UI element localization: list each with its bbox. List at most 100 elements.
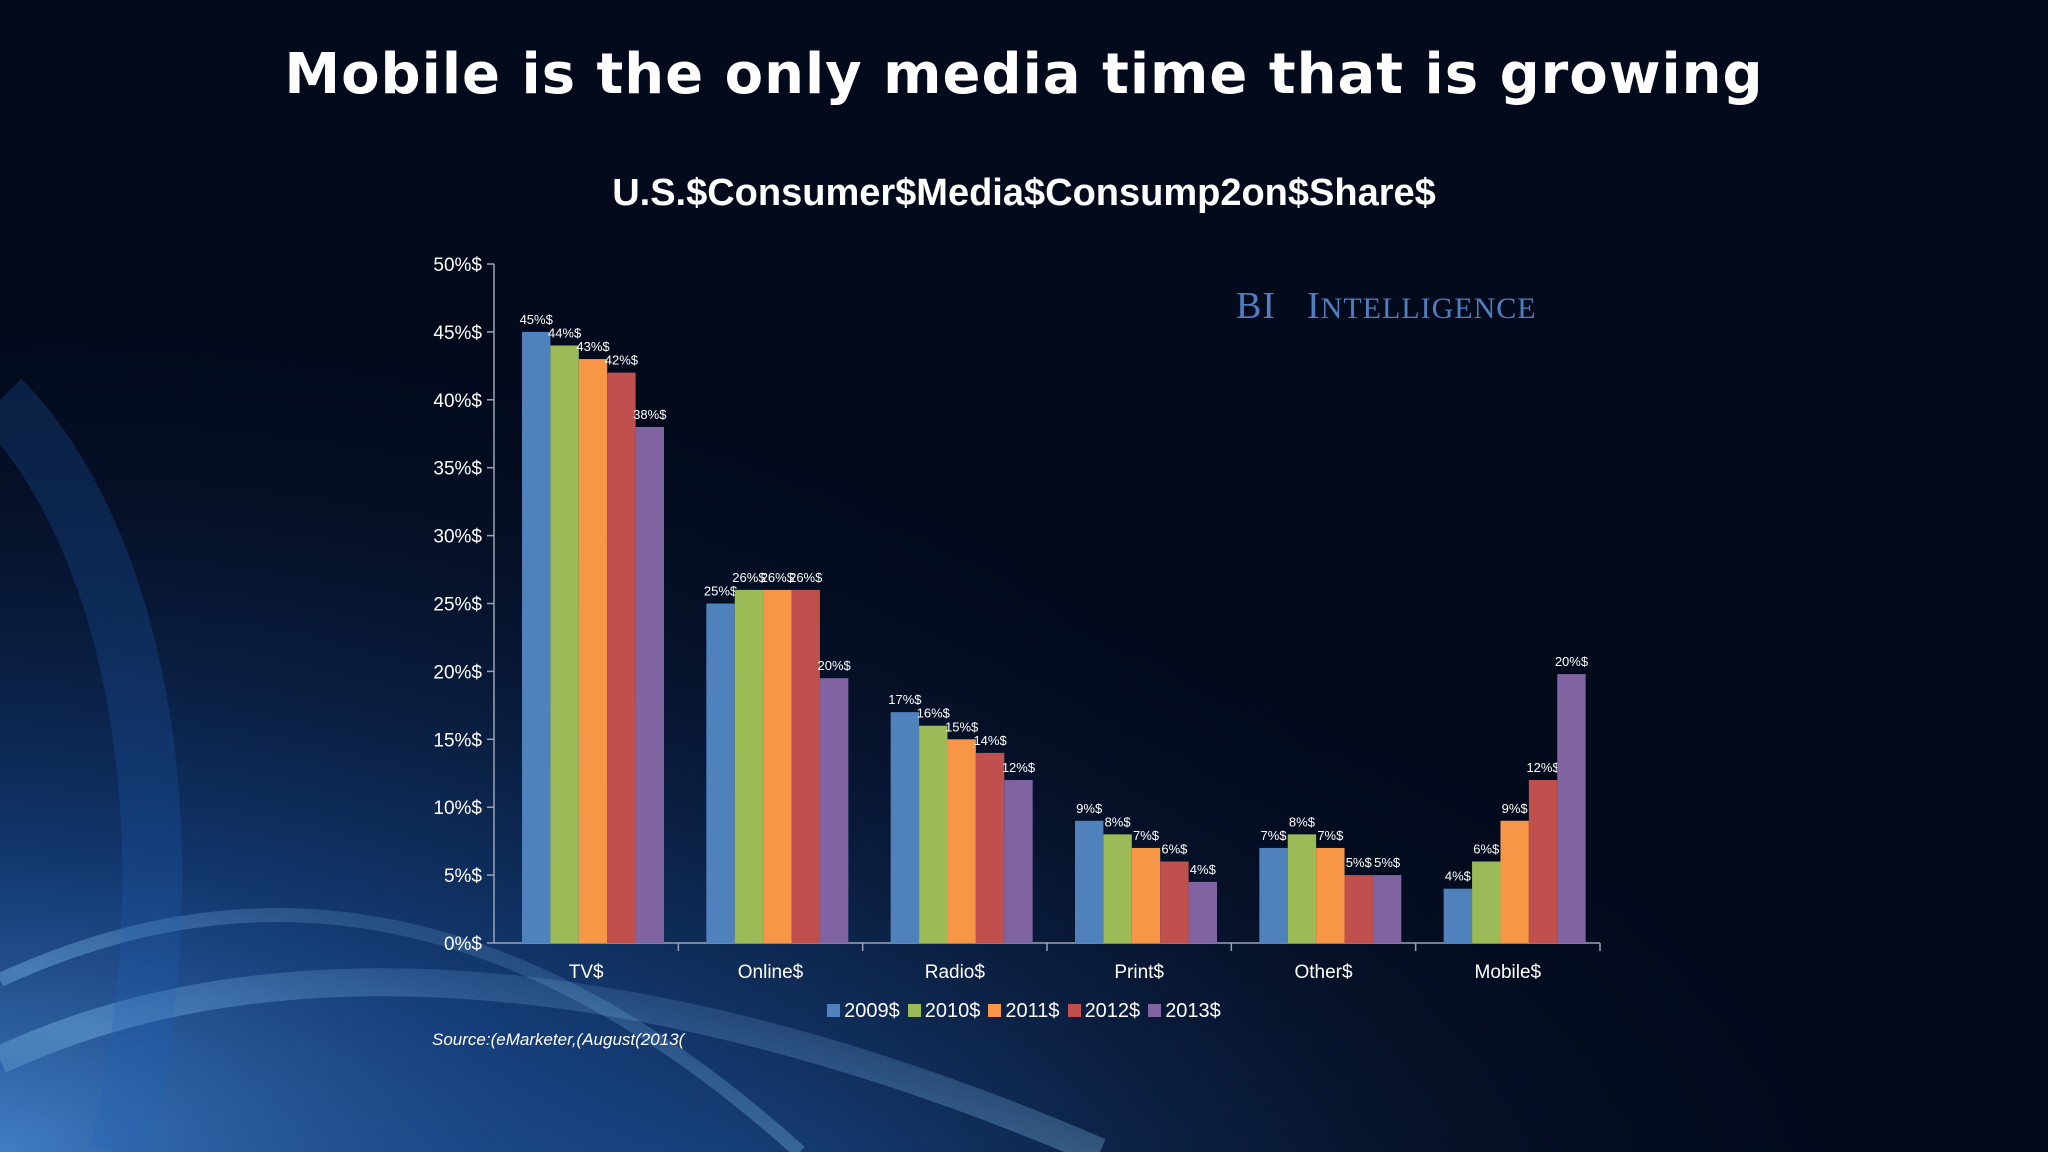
- bar: [947, 739, 976, 943]
- y-tick-label: 10%$: [433, 798, 482, 819]
- bar: [635, 426, 664, 944]
- bar: [550, 345, 579, 944]
- x-tick-label: Online$: [738, 962, 804, 983]
- y-tick-label: 40%$: [433, 391, 482, 412]
- bar: [1188, 881, 1217, 943]
- y-tick-label: 5%$: [444, 866, 482, 887]
- data-label: 14%$: [973, 733, 1007, 748]
- bar: [706, 603, 735, 943]
- bar: [1075, 820, 1104, 943]
- data-label: 8%$: [1289, 814, 1316, 829]
- legend-item: 2010$: [907, 1000, 981, 1023]
- data-label: 7%$: [1261, 828, 1288, 843]
- bar: [1528, 780, 1558, 943]
- bar: [975, 752, 1005, 943]
- y-tick-label: 45%$: [433, 323, 482, 344]
- data-label: 15%$: [945, 719, 979, 734]
- legend-item: 2013$: [1148, 1000, 1221, 1023]
- y-tick-label: 20%$: [433, 662, 482, 683]
- legend-label: 2011$: [1005, 1000, 1060, 1022]
- y-tick-label: 30%$: [433, 527, 482, 548]
- legend-swatch: [1148, 1004, 1162, 1017]
- x-tick-label: Radio$: [925, 962, 986, 983]
- y-tick-label: 0%$: [444, 934, 482, 955]
- data-label: 25%$: [704, 584, 738, 599]
- data-label: 7%$: [1317, 828, 1344, 843]
- data-label: 26%$: [732, 570, 766, 585]
- bar: [1344, 875, 1373, 943]
- brand-primary: BI: [1236, 285, 1276, 327]
- legend-swatch: [988, 1004, 1002, 1017]
- data-label: 16%$: [917, 706, 951, 721]
- y-tick-label: 15%$: [433, 730, 482, 751]
- legend-item: 2012$: [1067, 1000, 1141, 1023]
- legend-swatch: [907, 1004, 921, 1017]
- bar: [791, 589, 820, 943]
- bar: [1372, 875, 1402, 943]
- bar: [1004, 780, 1033, 943]
- bar: [607, 372, 636, 943]
- data-label: 9%$: [1076, 801, 1103, 816]
- x-tick-label: TV$: [569, 962, 604, 983]
- bar: [522, 331, 551, 943]
- data-label: 42%$: [605, 353, 639, 368]
- data-label: 9%$: [1502, 801, 1529, 816]
- legend-label: 2010$: [924, 1000, 981, 1022]
- source-note: Source:(eMarketer,(August(2013(: [432, 1030, 685, 1049]
- bar: [1557, 674, 1586, 943]
- bar: [578, 359, 608, 943]
- bar: [1287, 834, 1317, 943]
- chart-bars: 45%$44%$43%$42%$38%$25%$26%$26%$26%$20%$…: [520, 312, 1589, 944]
- y-tick-label: 25%$: [433, 595, 482, 616]
- bar: [1443, 888, 1473, 943]
- bar: [819, 678, 849, 943]
- data-label: 4%$: [1190, 862, 1217, 877]
- data-label: 5%$: [1346, 855, 1373, 870]
- x-tick-label: Print$: [1114, 962, 1164, 983]
- y-tick-label: 50%$: [433, 255, 482, 276]
- data-label: 7%$: [1133, 828, 1160, 843]
- brand-secondary: INTELLIGENCE: [1307, 285, 1537, 327]
- x-tick-label: Other$: [1294, 962, 1353, 983]
- bar: [919, 725, 948, 943]
- legend-swatch: [1067, 1004, 1081, 1017]
- bar: [1103, 834, 1132, 943]
- data-label: 43%$: [576, 339, 610, 354]
- slide-title: Mobile is the only media time that is gr…: [284, 42, 1764, 107]
- legend-item: 2009$: [827, 1000, 900, 1023]
- bar: [1472, 861, 1501, 943]
- legend-label: 2012$: [1084, 1000, 1141, 1022]
- x-tick-label: Mobile$: [1475, 962, 1542, 983]
- bar: [763, 589, 792, 943]
- legend-item: 2011$: [988, 1000, 1060, 1023]
- data-label: 8%$: [1105, 814, 1132, 829]
- data-label: 20%$: [1555, 654, 1589, 669]
- data-label: 12%$: [1002, 760, 1036, 775]
- data-label: 26%$: [789, 570, 823, 585]
- data-label: 20%$: [818, 658, 852, 673]
- chart-axes: 0%$ 5%$ 10%$ 15%$ 20%$ 25%$ 30%$ 35%$ 40%$ 45%$ 50…: [433, 255, 1601, 983]
- bar: [734, 589, 764, 943]
- bar: [890, 712, 920, 943]
- data-label: 5%$: [1374, 855, 1401, 870]
- data-label: 44%$: [548, 325, 582, 340]
- bar: [1160, 861, 1189, 943]
- data-label: 26%$: [761, 570, 795, 585]
- data-label: 6%$: [1473, 842, 1500, 857]
- legend-swatch: [827, 1004, 841, 1017]
- data-label: 38%$: [633, 407, 667, 422]
- legend-label: 2009$: [844, 1000, 900, 1022]
- bar: [1131, 847, 1161, 943]
- chart-legend: 2009$ 2010$ 2011$ 2012$ 2013$: [0, 1000, 2048, 1023]
- chart-title: U.S.$Consumer$Media$Consump2on$Share$: [612, 172, 1436, 214]
- bar: [1316, 847, 1345, 943]
- data-label: 45%$: [520, 312, 554, 327]
- y-tick-label: 35%$: [433, 459, 482, 480]
- brand-logo: BI INTELLIGENCE: [1236, 284, 1537, 328]
- data-label: 12%$: [1526, 760, 1560, 775]
- bar: [1500, 820, 1529, 943]
- bar: [1259, 847, 1288, 943]
- data-label: 6%$: [1161, 842, 1188, 857]
